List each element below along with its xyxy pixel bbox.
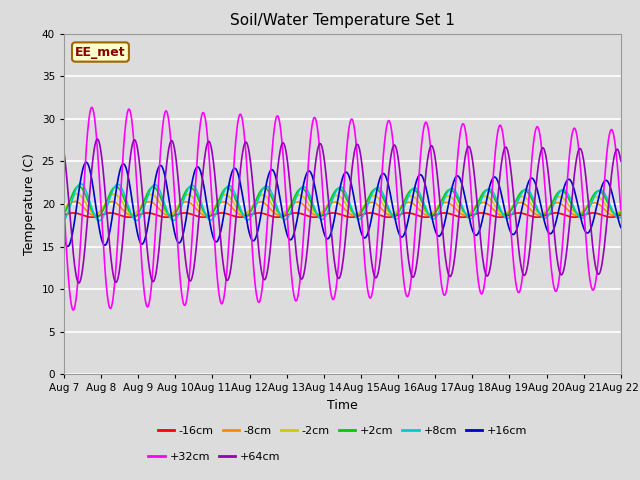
Line: -16cm: -16cm: [64, 213, 621, 217]
-2cm: [172, 207, 179, 213]
Line: +2cm: +2cm: [64, 186, 621, 216]
-16cm: [171, 213, 179, 218]
+8cm: [552, 198, 559, 204]
-8cm: [171, 208, 179, 214]
-8cm: [617, 208, 625, 214]
+64cm: [247, 163, 255, 168]
-2cm: [92, 211, 100, 217]
Y-axis label: Temperature (C): Temperature (C): [23, 153, 36, 255]
-16cm: [184, 210, 192, 216]
+16cm: [617, 225, 625, 230]
-2cm: [247, 205, 255, 211]
-8cm: [246, 207, 254, 213]
-16cm: [607, 215, 615, 220]
-2cm: [502, 210, 510, 216]
+8cm: [502, 215, 510, 221]
+16cm: [429, 222, 437, 228]
Text: EE_met: EE_met: [75, 46, 126, 59]
+16cm: [60, 236, 68, 241]
+2cm: [247, 208, 255, 214]
+32cm: [60, 205, 68, 211]
+16cm: [172, 231, 179, 237]
-2cm: [552, 196, 559, 202]
+32cm: [429, 182, 437, 188]
+8cm: [172, 217, 179, 223]
-16cm: [70, 210, 77, 216]
+64cm: [93, 136, 101, 142]
-16cm: [60, 212, 68, 218]
+64cm: [502, 144, 510, 150]
Line: -8cm: -8cm: [64, 202, 621, 215]
Legend: +32cm, +64cm: +32cm, +64cm: [144, 447, 285, 466]
+2cm: [93, 214, 101, 219]
+32cm: [617, 207, 625, 213]
+32cm: [185, 281, 193, 287]
+2cm: [617, 210, 625, 216]
-16cm: [429, 213, 437, 219]
-8cm: [60, 207, 68, 213]
Title: Soil/Water Temperature Set 1: Soil/Water Temperature Set 1: [230, 13, 455, 28]
+64cm: [172, 149, 179, 155]
+32cm: [552, 288, 559, 294]
Line: +32cm: +32cm: [64, 108, 621, 310]
-8cm: [610, 212, 618, 218]
+8cm: [429, 216, 437, 222]
+8cm: [617, 215, 625, 220]
+16cm: [185, 200, 193, 206]
+16cm: [552, 221, 559, 227]
+2cm: [172, 211, 179, 217]
-16cm: [246, 212, 254, 217]
+8cm: [60, 217, 68, 223]
+2cm: [552, 193, 559, 199]
+64cm: [185, 276, 193, 281]
-2cm: [617, 207, 625, 213]
Line: +8cm: +8cm: [64, 184, 621, 221]
+32cm: [502, 164, 510, 169]
+8cm: [247, 215, 255, 220]
+64cm: [552, 242, 559, 248]
Line: +64cm: +64cm: [64, 139, 621, 283]
+2cm: [429, 212, 437, 217]
-16cm: [551, 210, 559, 216]
-8cm: [429, 210, 437, 216]
+16cm: [502, 215, 510, 220]
+32cm: [172, 201, 179, 206]
+8cm: [95, 218, 103, 224]
+8cm: [185, 185, 193, 191]
+16cm: [64, 243, 72, 249]
+64cm: [75, 280, 83, 286]
+32cm: [70, 307, 77, 313]
-8cm: [551, 201, 559, 206]
+32cm: [88, 105, 96, 110]
+32cm: [247, 226, 255, 232]
+2cm: [75, 183, 83, 189]
-2cm: [429, 209, 437, 215]
+16cm: [82, 159, 90, 165]
-2cm: [60, 207, 68, 213]
+64cm: [429, 147, 437, 153]
+2cm: [502, 212, 510, 218]
Line: -2cm: -2cm: [64, 194, 621, 214]
+16cm: [247, 235, 255, 241]
-8cm: [502, 211, 509, 217]
Line: +16cm: +16cm: [64, 162, 621, 246]
-8cm: [184, 199, 192, 205]
-2cm: [185, 192, 193, 197]
+64cm: [617, 158, 625, 164]
-16cm: [617, 212, 625, 218]
+2cm: [185, 185, 193, 191]
+2cm: [60, 211, 68, 217]
+8cm: [77, 181, 84, 187]
-16cm: [502, 214, 509, 219]
-2cm: [74, 191, 81, 197]
-8cm: [72, 199, 79, 204]
X-axis label: Time: Time: [327, 399, 358, 412]
+64cm: [60, 149, 68, 155]
